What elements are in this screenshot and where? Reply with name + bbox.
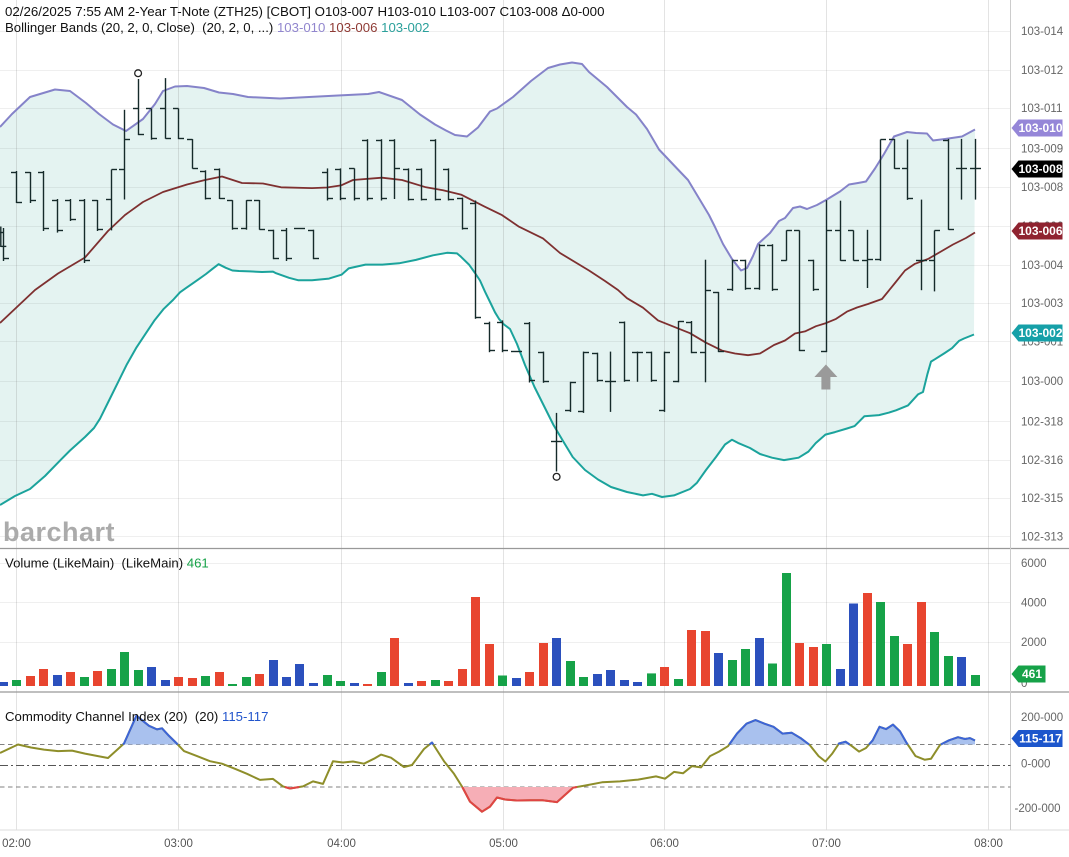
svg-text:103-012: 103-012 [1021,65,1063,77]
svg-text:103-004: 103-004 [1021,260,1064,272]
svg-text:103-008: 103-008 [1018,162,1062,176]
svg-text:03:00: 03:00 [164,838,193,850]
svg-text:Volume (LikeMain) (LikeMain): Volume (LikeMain) (LikeMain) 461 [5,556,209,571]
svg-text:6000: 6000 [1021,558,1047,570]
svg-text:115-117: 115-117 [1019,732,1062,746]
svg-text:-200-000: -200-000 [1015,803,1061,815]
svg-text:102-316: 102-316 [1021,455,1063,467]
svg-text:02:00: 02:00 [2,838,31,850]
svg-text:04:00: 04:00 [327,838,356,850]
svg-text:200-000: 200-000 [1021,712,1063,724]
svg-text:0-000: 0-000 [1021,759,1050,771]
svg-text:barchart: barchart [3,517,115,547]
svg-text:Bollinger Bands (20, 2, 0, Clo: Bollinger Bands (20, 2, 0, Close) (20, 2… [5,20,430,35]
svg-text:103-010: 103-010 [1018,121,1062,135]
svg-text:4000: 4000 [1021,598,1047,610]
svg-text:103-014: 103-014 [1021,26,1064,38]
svg-text:103-002: 103-002 [1018,326,1062,340]
svg-text:0: 0 [1021,678,1027,690]
svg-text:102-313: 102-313 [1021,532,1063,544]
svg-text:2000: 2000 [1021,637,1047,649]
svg-text:103-008: 103-008 [1021,182,1063,194]
svg-text:Commodity Channel Index (20): Commodity Channel Index (20) (20) 115-11… [5,709,268,724]
svg-text:102-318: 102-318 [1021,417,1063,429]
svg-text:461: 461 [1022,667,1042,681]
svg-text:103-006: 103-006 [1018,224,1062,238]
svg-text:05:00: 05:00 [489,838,518,850]
svg-text:08:00: 08:00 [974,838,1003,850]
svg-text:07:00: 07:00 [812,838,841,850]
svg-text:103-000: 103-000 [1021,376,1063,388]
svg-text:103-009: 103-009 [1021,144,1063,156]
svg-text:102-315: 102-315 [1021,493,1063,505]
svg-text:103-003: 103-003 [1021,298,1063,310]
svg-text:02/26/2025 7:55 AM 2-Year T-No: 02/26/2025 7:55 AM 2-Year T-Note (ZTH25)… [5,4,604,19]
svg-text:103-011: 103-011 [1021,103,1062,115]
svg-text:06:00: 06:00 [650,838,679,850]
